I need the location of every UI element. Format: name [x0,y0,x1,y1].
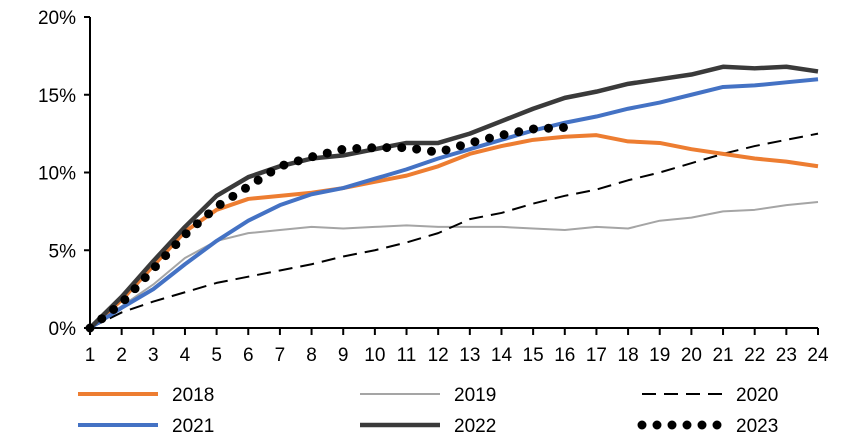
series-line-2022 [88,64,819,330]
legend-item-2018: 2018 [78,385,214,406]
y-tick-label: 5% [49,241,77,262]
x-tick-label: 18 [618,345,639,366]
legend-label: 2021 [172,416,214,437]
x-tick-label: 22 [744,345,765,366]
x-tick-label: 7 [275,345,286,366]
x-tick-label: 8 [306,345,317,366]
series-line-2023 [85,122,570,333]
x-tick-label: 14 [491,345,513,366]
series-line-2021 [88,77,819,330]
x-tick-label: 11 [397,345,417,366]
x-tick-label: 12 [428,345,449,366]
legend-label: 2018 [172,385,214,406]
x-tick-label: 19 [649,345,670,366]
x-tick-label: 23 [776,345,797,366]
x-tick-label: 15 [523,345,544,366]
x-tick-label: 1 [85,345,96,366]
series-line-2018 [88,133,819,330]
x-tick-label: 4 [180,345,191,366]
x-tick-label: 17 [586,345,607,366]
x-tick-label: 13 [459,345,480,366]
x-tick-label: 6 [243,345,254,366]
y-tick-label: 10% [38,164,76,185]
legend-label: 2022 [454,416,496,437]
x-tick-label: 24 [807,345,829,366]
x-tick-label: 3 [148,345,159,366]
x-tick-label: 21 [712,345,733,366]
y-tick-label: 0% [49,319,77,340]
x-tick-label: 20 [681,345,702,366]
legend-item-2022: 2022 [360,416,496,437]
legend-item-2023: 2023 [637,416,778,437]
x-tick-label: 10 [364,345,385,366]
x-tick-label: 16 [554,345,575,366]
legend-label: 2020 [736,385,778,406]
x-tick-label: 2 [116,345,127,366]
x-tick-label: 5 [211,345,222,366]
y-tick-label: 20% [38,8,76,29]
legend-label: 2019 [454,385,496,406]
y-tick-label: 15% [38,86,76,107]
series-line-2020 [89,132,819,329]
legend-item-2021: 2021 [78,416,214,437]
legend-label: 2023 [736,416,778,437]
legend-item-2020: 2020 [642,385,778,406]
legend-item-2019: 2019 [360,385,496,406]
x-tick-label: 9 [338,345,349,366]
